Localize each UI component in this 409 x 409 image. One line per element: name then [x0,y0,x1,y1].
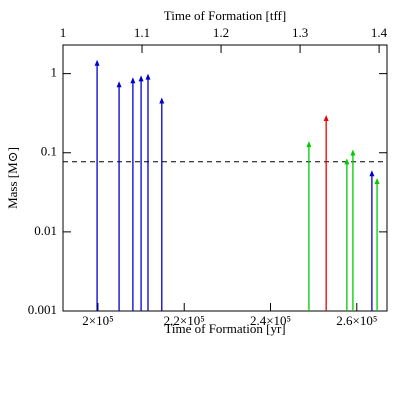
y-tick-label: 0.1 [41,144,57,159]
arrow [145,73,151,311]
arrow-head [306,141,312,148]
arrow-head [138,75,144,82]
x-axis-label: Time of Formation [yr] [164,321,285,336]
arrow [374,177,380,311]
y-tick-label: 1 [51,65,58,80]
arrow [369,170,375,311]
x2-tick-label: 1.2 [213,25,229,40]
y-tick-label: 0.001 [28,302,57,317]
arrow-head [350,149,356,156]
arrow-head [374,177,380,184]
arrow-head [159,97,165,104]
arrow [138,75,144,311]
arrow [350,149,356,311]
y-tick-label: 0.01 [34,223,57,238]
x-tick-label: 2.6×10⁵ [336,313,377,328]
arrow-head [94,59,100,66]
x2-tick-label: 1.3 [292,25,308,40]
arrow [344,158,350,311]
arrow-head [323,114,329,121]
y-axis-label: Mass [M⊙] [5,147,20,209]
arrow-head [369,170,375,177]
arrow [306,141,312,311]
x-tick-label: 2×10⁵ [82,313,113,328]
arrow [159,97,165,311]
arrow-head [344,158,350,165]
x2-tick-label: 1.4 [371,25,388,40]
arrow [94,59,100,311]
x-tick-label: 2.2×10⁵ [164,313,205,328]
arrow-head [130,77,136,84]
x2-tick-label: 1 [60,25,67,40]
arrow [323,114,329,311]
arrow-head [145,73,151,80]
top-axis-label: Time of Formation [tff] [164,8,286,23]
arrow [116,81,122,311]
arrow [130,77,136,311]
x-tick-label: 2.4×10⁵ [250,313,291,328]
arrow-head [116,81,122,88]
plot-frame [62,44,388,312]
x2-tick-label: 1.1 [134,25,150,40]
